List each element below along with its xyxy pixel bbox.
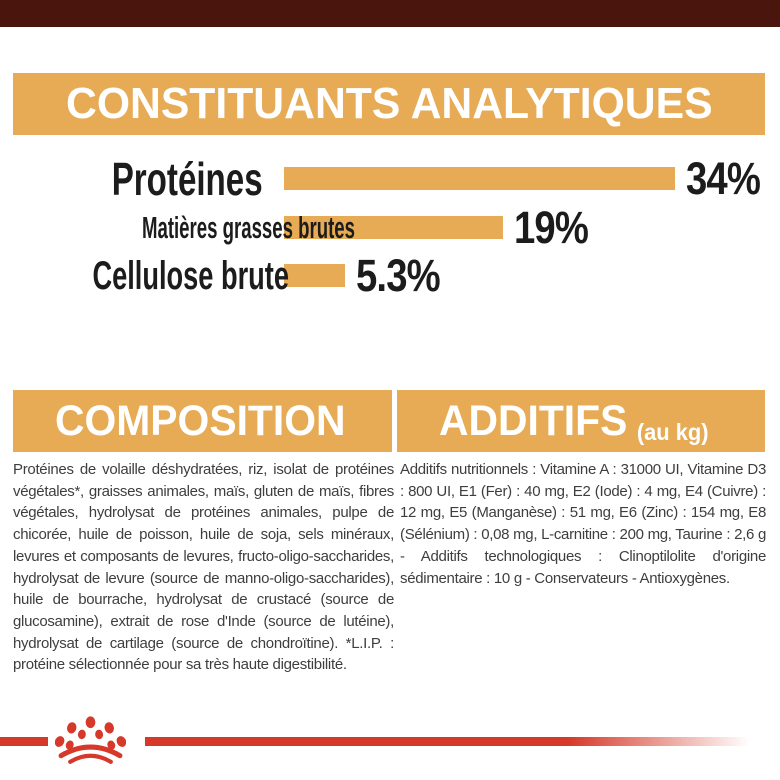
bar-label: Matières grasses brutes (141, 210, 355, 245)
analytics-header-band: CONSTITUANTS ANALYTIQUES (13, 73, 765, 135)
footer-rule-right (145, 737, 750, 746)
composition-title: COMPOSITION (55, 396, 346, 445)
chart-row-proteines: Protéines 34% (0, 156, 780, 202)
bar-value: 5.3% (356, 250, 441, 301)
package-top-strip (0, 0, 780, 27)
additifs-header-band: ADDITIFS (au kg) (397, 390, 765, 452)
bar-value: 19% (514, 202, 589, 253)
footer-rule-left (0, 737, 48, 746)
royal-canin-crown-paw-icon (55, 716, 126, 764)
additifs-title: ADDITIFS (au kg) (439, 397, 708, 446)
additifs-body: Additifs nutritionnels : Vitamine A : 31… (400, 461, 766, 587)
additifs-title-text: ADDITIFS (439, 396, 628, 445)
bar-proteines (284, 167, 675, 190)
bar-matieres-grasses (284, 216, 503, 239)
bar-cellulose (284, 264, 345, 287)
additifs-subtitle: (au kg) (636, 418, 709, 445)
bar-value: 34% (686, 153, 761, 204)
bar-label: Protéines (112, 152, 263, 205)
composition-body: Protéines de volaille déshydratées, riz,… (13, 461, 394, 674)
chart-row-cellulose: Cellulose brute 5.3% (0, 253, 780, 298)
composition-header-band: COMPOSITION (13, 390, 392, 452)
analytics-title: CONSTITUANTS ANALYTIQUES (65, 79, 713, 128)
bar-label: Cellulose brute (92, 253, 289, 298)
chart-row-matieres-grasses: Matières grasses brutes 19% (0, 205, 780, 250)
